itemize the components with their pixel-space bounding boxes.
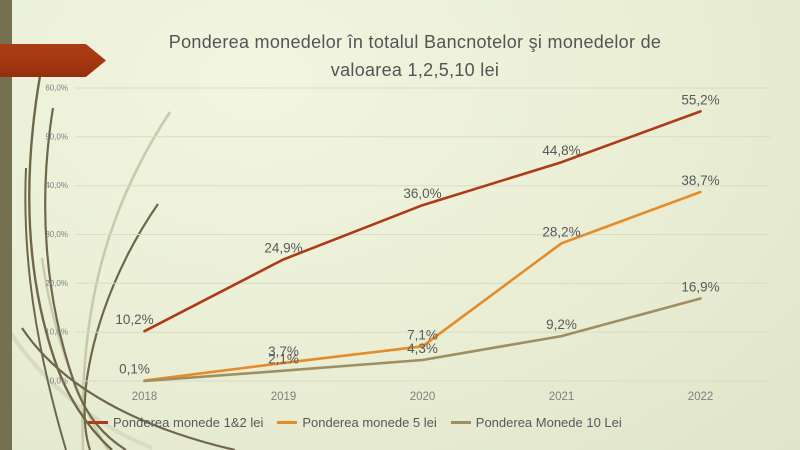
stem-curve xyxy=(21,327,236,450)
y-axis-tick-label: 40,0% xyxy=(45,181,68,190)
data-label: 0,1% xyxy=(119,362,150,377)
legend-swatch xyxy=(277,421,298,424)
data-label: 2,1% xyxy=(268,352,299,367)
x-axis-label: 2021 xyxy=(549,391,575,403)
data-label: 36,0% xyxy=(403,186,441,201)
legend-item: Ponderea monede 1&2 lei xyxy=(88,415,263,430)
series-line xyxy=(143,110,702,333)
left-accent-bar xyxy=(0,0,12,450)
data-label: 24,9% xyxy=(264,240,302,255)
legend-label: Ponderea Monede 10 Lei xyxy=(475,415,622,430)
slide-title-line1: Ponderea monedelor în totalul Bancnotelo… xyxy=(168,32,662,52)
stem-curve-light xyxy=(81,111,172,450)
data-label: 3,7% xyxy=(268,344,299,359)
legend-swatch xyxy=(450,421,471,424)
y-axis-tick-label: 10,0% xyxy=(45,328,68,337)
series-line xyxy=(143,190,702,382)
data-label: 44,8% xyxy=(542,143,580,158)
data-label: 28,2% xyxy=(542,224,580,239)
y-axis-tick-label: 60,0% xyxy=(45,84,68,93)
slide-title-line2: valoarea 1,2,5,10 lei xyxy=(330,60,500,80)
slide-title: Ponderea monedelor în totalul Bancnotelo… xyxy=(120,28,710,84)
legend-item: Ponderea Monede 10 Lei xyxy=(450,415,622,430)
data-label: 9,2% xyxy=(546,317,577,332)
y-axis-tick-label: 50,0% xyxy=(45,132,68,141)
x-axis-label: 2019 xyxy=(271,391,297,403)
x-axis-label: 2022 xyxy=(688,391,714,403)
data-label: 38,7% xyxy=(681,173,719,188)
y-axis-tick-label: 20,0% xyxy=(45,279,68,288)
stem-curve-pale xyxy=(4,324,153,450)
data-label: 16,9% xyxy=(681,280,719,295)
x-axis-label: 2020 xyxy=(410,391,436,403)
data-label: 4,3% xyxy=(407,341,438,356)
data-label: 10,2% xyxy=(115,312,153,327)
stem-curve xyxy=(24,167,67,450)
data-label: 55,2% xyxy=(681,92,719,107)
legend-swatch xyxy=(88,421,108,424)
stem-curve xyxy=(44,107,127,450)
legend-label: Ponderea monede 1&2 lei xyxy=(113,415,264,430)
accent-arrow-shape xyxy=(0,44,106,77)
data-label: 7,1% xyxy=(407,327,438,342)
chart-legend: Ponderea monede 1&2 lei Ponderea monede 5… xyxy=(88,415,622,430)
y-axis-tick-label: 30,0% xyxy=(45,230,68,239)
stem-curve xyxy=(83,203,159,450)
x-axis-label: 2018 xyxy=(132,391,158,403)
legend-item: Ponderea monede 5 lei xyxy=(277,415,437,430)
y-axis-tick-label: 0,0% xyxy=(50,377,68,386)
series-line xyxy=(143,297,702,383)
legend-label: Ponderea monede 5 lei xyxy=(302,415,437,430)
